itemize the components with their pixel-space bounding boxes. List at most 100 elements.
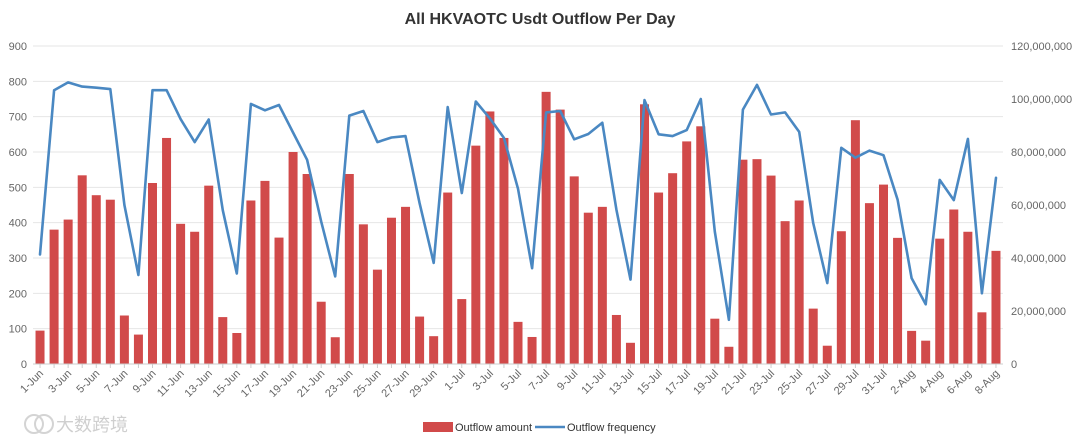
bar-outflow-amount xyxy=(162,137,172,364)
y-left-tick-label: 0 xyxy=(21,359,27,371)
bar-outflow-amount xyxy=(190,231,200,364)
x-tick-label: 2-Aug xyxy=(888,368,917,397)
bar-outflow-amount xyxy=(513,321,523,364)
x-tick-label: 19-Jul xyxy=(691,368,721,398)
bar-outflow-amount xyxy=(780,221,790,364)
x-tick-label: 25-Jun xyxy=(351,368,383,400)
bar-outflow-amount xyxy=(358,224,368,364)
bar-outflow-amount xyxy=(204,185,214,364)
y-left-tick-label: 500 xyxy=(9,182,27,194)
y-left-tick-label: 200 xyxy=(9,288,27,300)
bar-outflow-amount xyxy=(949,209,959,364)
y-right-tick-label: 60,000,000 xyxy=(1011,200,1066,212)
y-left-tick-label: 600 xyxy=(9,147,27,159)
bar-outflow-amount xyxy=(738,159,748,364)
bar-outflow-amount xyxy=(893,237,903,364)
bar-outflow-amount xyxy=(471,145,481,364)
outflow-frequency-line xyxy=(38,81,998,322)
x-tick-label: 4-Aug xyxy=(917,368,946,397)
y-left-tick-label: 700 xyxy=(9,112,27,124)
legend-item-outflow-frequency[interactable]: Outflow frequency xyxy=(535,422,656,434)
y-right-tick-label: 0 xyxy=(1011,359,1017,371)
bar-outflow-amount xyxy=(288,152,298,364)
bar-outflow-amount xyxy=(752,159,762,364)
bar-outflow-amount xyxy=(991,250,1001,364)
bar-outflow-amount xyxy=(541,91,551,364)
bar-outflow-amount xyxy=(766,175,776,364)
legend-label: Outflow frequency xyxy=(567,422,656,434)
bar-outflow-amount xyxy=(879,184,889,364)
bar-outflow-amount xyxy=(49,229,59,364)
bar-outflow-amount xyxy=(246,200,256,364)
x-tick-label: 29-Jun xyxy=(408,368,440,400)
chart-title: All HKVAOTC Usdt Outflow Per Day xyxy=(405,11,676,28)
x-tick-label: 5-Jun xyxy=(74,368,102,396)
bar-outflow-amount xyxy=(119,315,129,364)
outflow-amount-bars xyxy=(35,91,1001,365)
bar-outflow-amount xyxy=(344,173,354,364)
bar-outflow-amount xyxy=(696,126,706,364)
x-tick-label: 29-Jul xyxy=(832,368,862,398)
bar-outflow-amount xyxy=(260,180,270,364)
legend-swatch-bar xyxy=(423,422,453,432)
bar-outflow-amount xyxy=(654,192,664,364)
x-tick-label: 7-Jul xyxy=(527,368,552,393)
bar-outflow-amount xyxy=(822,345,832,364)
bar-outflow-amount xyxy=(794,200,804,364)
bar-outflow-amount xyxy=(963,231,973,364)
legend-item-outflow-amount[interactable]: Outflow amount xyxy=(423,422,532,434)
bar-outflow-amount xyxy=(597,206,607,364)
bar-outflow-amount xyxy=(864,203,874,364)
x-tick-label: 6-Aug xyxy=(945,368,974,397)
bar-outflow-amount xyxy=(176,223,186,364)
y-left-tick-label: 900 xyxy=(9,41,27,53)
bar-outflow-amount xyxy=(625,342,635,364)
bar-outflow-amount xyxy=(583,212,593,364)
bar-outflow-amount xyxy=(330,337,340,364)
bar-outflow-amount xyxy=(611,314,621,364)
bar-outflow-amount xyxy=(555,109,565,364)
bar-outflow-amount xyxy=(527,336,537,364)
y-left-tick-label: 800 xyxy=(9,76,27,88)
x-tick-label: 25-Jul xyxy=(776,368,806,398)
y-left-tick-label: 300 xyxy=(9,253,27,265)
bar-outflow-amount xyxy=(91,195,101,364)
y-left-tick-label: 400 xyxy=(9,218,27,230)
bar-outflow-amount xyxy=(105,199,115,364)
x-tick-label: 15-Jul xyxy=(635,368,665,398)
bar-outflow-amount xyxy=(907,330,917,364)
bar-outflow-amount xyxy=(63,219,73,364)
y-right-tick-label: 20,000,000 xyxy=(1011,306,1066,318)
x-tick-label: 23-Jun xyxy=(323,368,355,400)
bar-outflow-amount xyxy=(499,137,509,364)
x-tick-label: 27-Jul xyxy=(804,368,834,398)
bar-outflow-amount xyxy=(569,176,579,364)
bar-outflow-amount xyxy=(302,173,312,364)
bar-outflow-amount xyxy=(921,340,931,364)
x-tick-label: 9-Jul xyxy=(555,368,580,393)
bar-outflow-amount xyxy=(372,269,382,364)
bar-outflow-amount xyxy=(429,336,439,364)
x-tick-label: 3-Jul xyxy=(471,368,496,393)
x-tick-label: 27-Jun xyxy=(379,368,411,400)
x-tick-label: 11-Jun xyxy=(155,368,187,400)
y-right-tick-label: 100,000,000 xyxy=(1011,94,1072,106)
bar-outflow-amount xyxy=(401,206,411,364)
bar-outflow-amount xyxy=(640,104,650,365)
x-tick-label: 3-Jun xyxy=(46,368,74,396)
bar-outflow-amount xyxy=(850,120,860,364)
legend[interactable]: Outflow amount Outflow frequency xyxy=(423,422,656,434)
bar-outflow-amount xyxy=(218,317,228,364)
watermark-logo-icon xyxy=(24,414,54,434)
y-right-tick-label: 80,000,000 xyxy=(1011,147,1066,159)
x-tick-label: 7-Jun xyxy=(103,368,131,396)
bar-outflow-amount xyxy=(316,301,326,364)
bar-outflow-amount xyxy=(485,111,495,364)
bar-outflow-amount xyxy=(935,238,945,364)
x-tick-label: 11-Jul xyxy=(579,368,608,397)
watermark-text: 大数跨境 xyxy=(56,415,128,435)
outflow-frequency-line-group xyxy=(38,81,998,322)
bar-outflow-amount xyxy=(808,308,818,364)
bar-outflow-amount xyxy=(133,334,143,364)
